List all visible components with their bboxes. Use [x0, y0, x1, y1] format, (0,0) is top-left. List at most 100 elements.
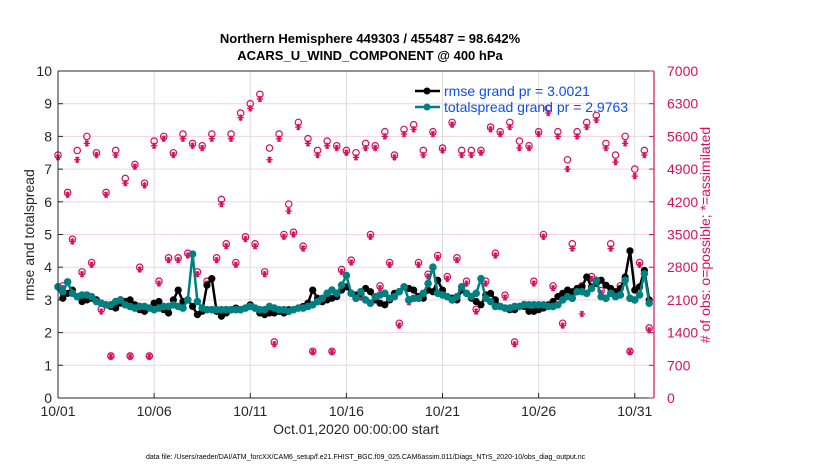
rmse-point [626, 247, 634, 255]
obs-assimilated-point [208, 135, 216, 142]
x-tick-label: 10/11 [233, 403, 267, 419]
totalspread-point [472, 289, 480, 298]
obs-assimilated-point [477, 149, 485, 156]
obs-possible-point [621, 132, 629, 141]
obs-assimilated-point [602, 144, 610, 152]
obs-assimilated-point [559, 322, 566, 329]
x-tick-label: 10/21 [425, 403, 460, 419]
totalspread-point [554, 301, 562, 309]
obs-assimilated-point [69, 238, 76, 245]
obs-assimilated-point [429, 130, 437, 138]
obs-assimilated-point [280, 233, 288, 241]
rmse-point [188, 302, 197, 311]
obs-assimilated-point [160, 135, 167, 142]
obs-assimilated-point [439, 147, 446, 154]
obs-assimilated-point [535, 130, 542, 138]
obs-assimilated-point [285, 207, 292, 215]
legend: rmse grand pr = 3.0021 totalspread grand… [415, 83, 628, 115]
obs-assimilated-point [174, 256, 182, 264]
y-tick-label-right: 3500 [667, 227, 698, 243]
rmse-point [366, 288, 375, 296]
obs-assimilated-point [218, 200, 225, 208]
obs-assimilated-point [573, 133, 581, 140]
obs-assimilated-point [223, 242, 230, 250]
obs-assimilated-point [198, 144, 206, 152]
totalspread-point [347, 289, 355, 298]
obs-assimilated-point [386, 261, 393, 269]
legend-label-totalspread: totalspread grand pr = 2.9763 [444, 99, 628, 115]
obs-assimilated-point [631, 172, 638, 180]
totalspread-point [592, 276, 601, 285]
totalspread-point [635, 291, 644, 299]
obs-assimilated-point [338, 268, 345, 276]
obs-layer [54, 90, 653, 361]
chart-title: Northern Hemisphere 449303 / 455487 = 98… [220, 31, 521, 46]
obs-assimilated-point [126, 353, 134, 361]
obs-assimilated-point [569, 245, 576, 252]
obs-assimilated-point [381, 133, 389, 140]
rmse-point [410, 286, 418, 294]
obs-assimilated-point [641, 151, 648, 159]
obs-assimilated-point [122, 179, 129, 187]
obs-assimilated-point [309, 349, 316, 356]
totalspread-point [486, 297, 495, 306]
obs-assimilated-point [256, 95, 264, 103]
y-tick-label: 9 [44, 96, 52, 112]
y-tick-label-right: 6300 [667, 96, 698, 112]
legend-swatch-totalspread-marker [423, 103, 431, 111]
obs-assimilated-point [636, 261, 643, 269]
obs-assimilated-point [564, 165, 571, 173]
totalspread-point [453, 292, 461, 301]
totalspread-point [179, 304, 187, 312]
obs-assimilated-point [333, 144, 340, 152]
obs-possible-point [284, 200, 293, 208]
obs-assimilated-point [396, 322, 403, 329]
y-tick-label-right: 2800 [667, 259, 698, 275]
obs-assimilated-point [352, 154, 360, 161]
obs-possible-point [611, 151, 620, 159]
obs-assimilated-point [93, 151, 100, 159]
obs-assimilated-point [501, 294, 509, 301]
obs-assimilated-point [626, 349, 634, 356]
totalspread-point [342, 271, 351, 280]
obs-assimilated-point [516, 144, 523, 152]
obs-assimilated-point [88, 261, 95, 269]
obs-assimilated-point [487, 126, 494, 133]
obs-assimilated-point [391, 154, 398, 161]
obs-possible-point [265, 144, 274, 152]
obs-assimilated-point [83, 140, 91, 147]
totalspread-point [616, 291, 625, 299]
obs-assimilated-point [165, 256, 172, 264]
x-axis-label: Oct.01,2020 00:00:00 start [273, 421, 439, 437]
obs-assimilated-point [237, 114, 244, 121]
obs-assimilated-point [444, 275, 451, 283]
obs-assimilated-point [247, 105, 254, 112]
obs-assimilated-point [314, 151, 321, 159]
rmse-point [381, 301, 389, 309]
obs-assimilated-point [290, 231, 297, 238]
obs-assimilated-point [448, 121, 456, 128]
obs-assimilated-point [472, 308, 480, 315]
ticks-layer: 0 1 2 3 4 5 6 7 8 9 10 0 700 1400 2100 2800 3500 4200 4900… [36, 63, 698, 419]
obs-assimilated-point [227, 135, 235, 142]
obs-assimilated-point [420, 151, 427, 159]
obs-assimilated-point [545, 109, 552, 117]
y-tick-label: 6 [44, 194, 52, 210]
totalspread-point [188, 250, 197, 258]
totalspread-point [429, 263, 437, 272]
totalspread-point [395, 287, 404, 296]
obs-possible-point [563, 155, 572, 164]
rmse-point [486, 289, 495, 297]
obs-assimilated-point [372, 144, 379, 152]
obs-assimilated-point [468, 151, 475, 159]
rmse-point [164, 309, 173, 317]
obs-assimilated-point [131, 163, 139, 170]
obs-assimilated-point [511, 341, 518, 348]
y-axis-label-right: # of obs: o=possible; *=assimilated [697, 127, 713, 343]
rmse-point [477, 301, 485, 309]
obs-assimilated-point [150, 142, 158, 149]
obs-possible-point [515, 137, 524, 145]
y-tick-label: 0 [44, 390, 52, 406]
totalspread-point [424, 279, 432, 288]
y-tick-label: 8 [44, 128, 52, 144]
